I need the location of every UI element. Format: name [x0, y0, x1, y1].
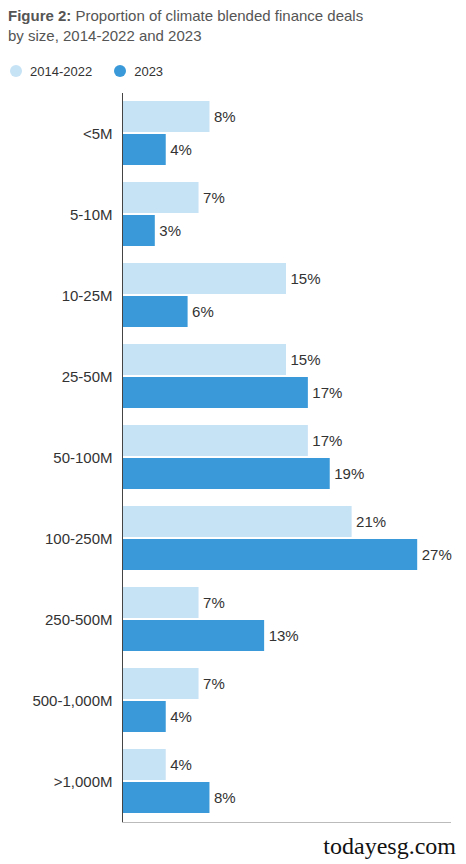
svg-text:250-500M: 250-500M: [45, 611, 113, 628]
svg-text:6%: 6%: [192, 303, 214, 320]
svg-text:17%: 17%: [312, 384, 342, 401]
svg-text:13%: 13%: [269, 627, 299, 644]
html-text:todayesg.com: todayesg.com: [323, 833, 456, 859]
svg-text:100-250M: 100-250M: [45, 530, 113, 547]
svg-text:10-25M: 10-25M: [62, 287, 113, 304]
svg-text:17%: 17%: [312, 432, 342, 449]
svg-text:27%: 27%: [422, 546, 452, 563]
svg-text:4%: 4%: [170, 141, 192, 158]
svg-text:8%: 8%: [214, 789, 236, 806]
svg-text:4%: 4%: [170, 756, 192, 773]
svg-text:<5M: <5M: [83, 125, 113, 142]
svg-text:7%: 7%: [203, 675, 225, 692]
html-text:Figure 2: Proportion of climat: Figure 2: Proportion of climate blended …: [8, 7, 364, 44]
html-text:2014-2022: 2014-2022: [30, 63, 93, 79]
svg-text:5-10M: 5-10M: [70, 206, 113, 223]
svg-text:25-50M: 25-50M: [62, 368, 113, 385]
svg-text:19%: 19%: [334, 465, 364, 482]
html-text:2023: 2023: [134, 63, 164, 79]
svg-text:3%: 3%: [159, 222, 181, 239]
svg-text:15%: 15%: [291, 270, 321, 287]
svg-text:15%: 15%: [291, 351, 321, 368]
svg-text:>1,000M: >1,000M: [54, 773, 113, 790]
svg-text:7%: 7%: [203, 594, 225, 611]
svg-text:50-100M: 50-100M: [53, 449, 112, 466]
svg-text:7%: 7%: [203, 189, 225, 206]
svg-text:8%: 8%: [214, 108, 236, 125]
svg-text:21%: 21%: [356, 513, 386, 530]
svg-text:4%: 4%: [170, 708, 192, 725]
svg-text:500-1,000M: 500-1,000M: [32, 692, 112, 709]
